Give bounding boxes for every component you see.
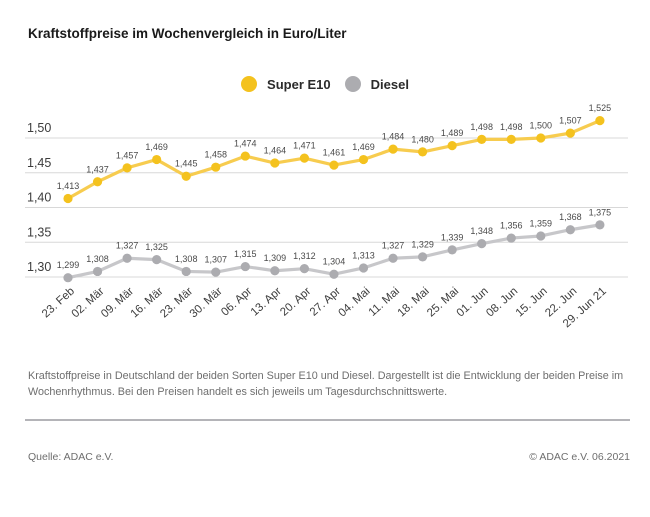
svg-text:1,313: 1,313 <box>352 250 375 260</box>
svg-text:08. Jun: 08. Jun <box>484 285 520 319</box>
svg-text:1,500: 1,500 <box>530 121 553 131</box>
svg-text:1,457: 1,457 <box>116 150 139 160</box>
legend-dot-diesel-icon <box>344 76 361 92</box>
svg-text:1,359: 1,359 <box>530 218 553 228</box>
chart-title: Kraftstoffpreise im Wochenvergleich in E… <box>28 26 347 41</box>
svg-text:1,368: 1,368 <box>559 212 582 222</box>
svg-text:06. Apr: 06. Apr <box>219 285 254 318</box>
legend-label-diesel: Diesel <box>370 76 409 92</box>
line-chart: 1,50 1,45 1,40 1,35 1,30 23. Feb 02. Mär 09. Mä… <box>0 100 650 362</box>
svg-text:04. Mai: 04. Mai <box>336 285 372 319</box>
svg-text:30. Mär: 30. Mär <box>188 285 225 320</box>
svg-text:1,312: 1,312 <box>293 251 316 261</box>
svg-text:1,471: 1,471 <box>293 141 316 151</box>
svg-text:1,45: 1,45 <box>27 156 51 170</box>
svg-text:1,304: 1,304 <box>323 257 346 267</box>
svg-text:1,307: 1,307 <box>204 255 227 265</box>
svg-text:1,35: 1,35 <box>27 225 51 239</box>
svg-text:1,348: 1,348 <box>470 226 493 236</box>
svg-text:1,315: 1,315 <box>234 249 257 259</box>
svg-text:1,375: 1,375 <box>589 207 612 217</box>
source-label: Quelle: ADAC e.V. <box>28 451 114 463</box>
svg-text:1,50: 1,50 <box>27 121 51 135</box>
svg-text:1,30: 1,30 <box>27 260 51 274</box>
svg-text:1,327: 1,327 <box>382 241 405 251</box>
footer: Quelle: ADAC e.V. © ADAC e.V. 06.2021 <box>28 451 630 463</box>
svg-text:1,329: 1,329 <box>411 239 434 249</box>
svg-text:1,356: 1,356 <box>500 221 523 231</box>
svg-text:1,458: 1,458 <box>204 150 227 160</box>
svg-text:1,469: 1,469 <box>145 142 168 152</box>
svg-text:1,325: 1,325 <box>145 242 168 252</box>
chart-legend: Super E10 Diesel <box>0 76 650 92</box>
svg-text:01. Jun: 01. Jun <box>455 285 491 319</box>
svg-text:1,498: 1,498 <box>500 122 523 132</box>
legend-item-diesel: Diesel <box>344 76 409 92</box>
svg-text:1,525: 1,525 <box>589 103 612 113</box>
svg-text:1,308: 1,308 <box>175 254 198 264</box>
svg-text:1,308: 1,308 <box>86 254 109 264</box>
legend-item-super-e10: Super E10 <box>241 76 331 92</box>
svg-text:1,469: 1,469 <box>352 142 375 152</box>
legend-dot-super-e10-icon <box>241 76 258 92</box>
svg-text:1,507: 1,507 <box>559 116 582 126</box>
chart-description: Kraftstoffpreise in Deutschland der beid… <box>28 370 624 399</box>
svg-text:1,40: 1,40 <box>27 191 51 205</box>
svg-text:1,480: 1,480 <box>411 134 434 144</box>
svg-text:1,309: 1,309 <box>264 253 287 263</box>
svg-text:25. Mai: 25. Mai <box>425 285 461 319</box>
svg-text:1,489: 1,489 <box>441 128 464 138</box>
svg-text:1,474: 1,474 <box>234 139 257 149</box>
svg-text:18. Mai: 18. Mai <box>396 285 432 319</box>
svg-text:1,413: 1,413 <box>57 181 80 191</box>
divider <box>25 419 630 421</box>
svg-text:1,461: 1,461 <box>323 148 346 158</box>
svg-text:1,498: 1,498 <box>470 122 493 132</box>
svg-text:1,299: 1,299 <box>57 260 80 270</box>
svg-text:20. Apr: 20. Apr <box>278 285 313 318</box>
copyright-label: © ADAC e.V. 06.2021 <box>529 451 630 463</box>
svg-text:1,339: 1,339 <box>441 232 464 242</box>
svg-text:23. Feb: 23. Feb <box>40 285 77 320</box>
svg-text:27. Apr: 27. Apr <box>308 285 343 318</box>
svg-text:1,464: 1,464 <box>264 146 287 156</box>
svg-text:1,437: 1,437 <box>86 164 109 174</box>
svg-text:1,327: 1,327 <box>116 241 139 251</box>
svg-text:1,445: 1,445 <box>175 159 198 169</box>
svg-text:13. Apr: 13. Apr <box>249 285 284 318</box>
svg-text:15. Jun: 15. Jun <box>514 285 550 319</box>
svg-text:11. Mai: 11. Mai <box>367 285 402 319</box>
legend-label-super-e10: Super E10 <box>267 76 331 92</box>
svg-text:1,484: 1,484 <box>382 132 405 142</box>
